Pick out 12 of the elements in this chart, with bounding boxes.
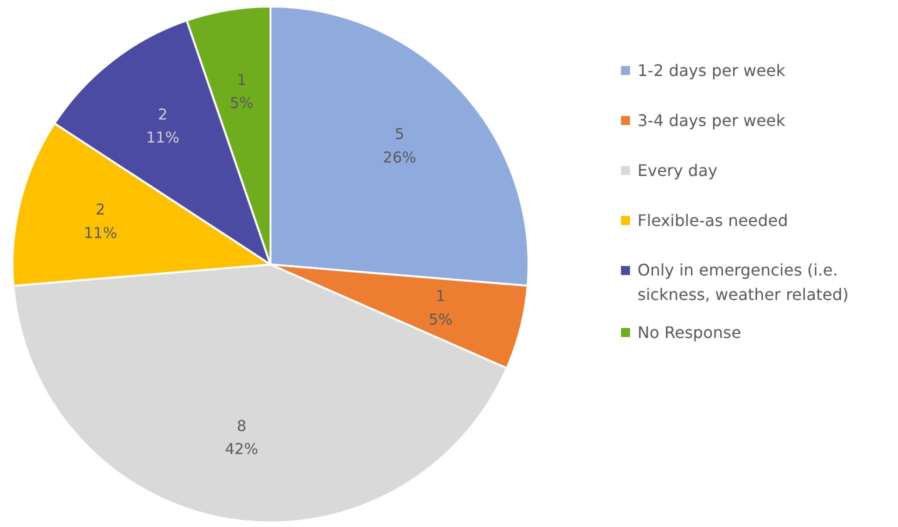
legend-label: Only in emergencies (i.e. sickness, weather related) [638,260,849,304]
legend-label: 3-4 days per week [638,111,786,130]
legend-label: Every day [638,161,718,180]
legend-label: Flexible-as needed [638,211,788,230]
data-label: 2 11% [146,105,180,147]
data-label: 2 11% [84,200,118,242]
data-label: 1 5% [230,70,254,112]
data-label: 1 5% [428,286,452,328]
data-label: 5 26% [382,124,416,166]
legend-label: No Response [638,323,742,342]
data-label: 8 42% [224,416,258,458]
legend-label: 1-2 days per week [638,61,786,80]
